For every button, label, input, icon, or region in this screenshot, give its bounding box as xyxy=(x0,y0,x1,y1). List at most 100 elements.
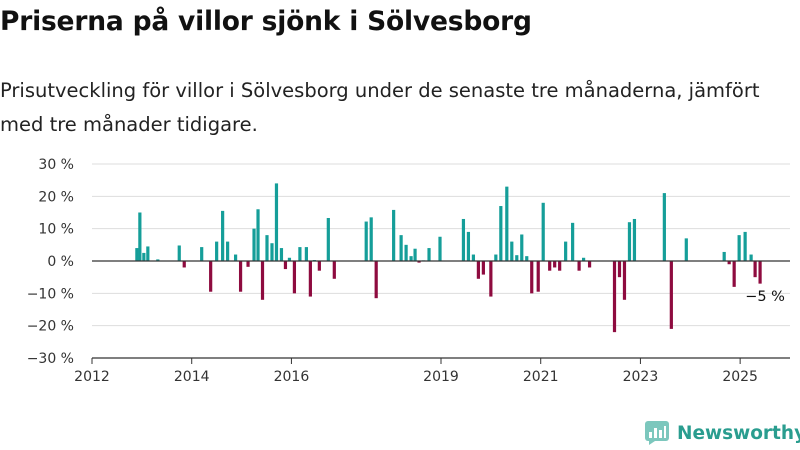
bar xyxy=(461,218,466,261)
y-tick-label: −20 % xyxy=(27,319,74,335)
bar xyxy=(481,261,485,275)
bar xyxy=(156,259,160,261)
chart-subtitle: Prisutveckling för villor i Sölvesborg u… xyxy=(0,79,760,136)
bar xyxy=(413,248,417,261)
bar xyxy=(138,212,142,261)
bar xyxy=(627,222,632,261)
brand-name: Newsworthy xyxy=(677,422,800,444)
x-tick-label: 2019 xyxy=(423,369,459,385)
bar xyxy=(221,210,225,261)
bar xyxy=(587,261,592,268)
bar xyxy=(308,261,312,297)
bar xyxy=(283,261,288,270)
x-tick-label: 2012 xyxy=(74,369,110,385)
bar xyxy=(525,256,529,261)
bar xyxy=(404,244,408,261)
bar xyxy=(494,254,498,261)
bar xyxy=(364,221,368,261)
bar xyxy=(215,241,219,261)
bar xyxy=(743,231,747,261)
bar xyxy=(617,261,622,278)
bar xyxy=(732,261,736,287)
bar xyxy=(233,254,238,261)
bar xyxy=(622,261,627,300)
bar xyxy=(274,183,279,261)
bar xyxy=(466,231,471,261)
annotation-label: −5 % xyxy=(745,289,785,305)
bar xyxy=(292,261,297,294)
y-tick-label: −30 % xyxy=(27,351,74,367)
bar xyxy=(737,235,741,261)
bar xyxy=(209,261,213,292)
bar xyxy=(489,261,493,297)
x-tick-label: 2016 xyxy=(274,369,310,385)
axes xyxy=(91,260,790,364)
bar xyxy=(146,246,150,261)
y-tick-label: 20 % xyxy=(38,189,74,205)
bar xyxy=(536,261,540,292)
bar xyxy=(505,186,509,261)
bar xyxy=(548,261,552,271)
bar xyxy=(632,218,637,261)
bar xyxy=(265,235,269,261)
x-tick-label: 2023 xyxy=(623,369,659,385)
bar xyxy=(476,261,480,279)
bar xyxy=(417,261,421,263)
bar xyxy=(260,261,265,300)
bar xyxy=(304,247,308,261)
bar xyxy=(520,234,524,261)
bar xyxy=(317,261,321,271)
bar xyxy=(727,261,731,265)
y-tick-label: −10 % xyxy=(27,286,74,302)
bar xyxy=(279,248,284,261)
bar xyxy=(758,261,762,284)
tick-labels: 30 % 20 % 10 % 0 % −10 % −20 % −30 %2012 2014 20… xyxy=(27,157,785,385)
bar xyxy=(662,193,666,261)
x-tick-label: 2025 xyxy=(722,369,758,385)
bar xyxy=(553,261,557,268)
bar xyxy=(564,241,568,261)
bar xyxy=(612,261,617,333)
bar xyxy=(684,238,688,261)
bar xyxy=(226,241,230,261)
chart-title: Priserna på villor sjönk i Sölvesborg xyxy=(0,6,532,37)
bar xyxy=(427,248,431,261)
bar xyxy=(438,236,442,261)
bar xyxy=(200,247,204,261)
bar xyxy=(577,261,581,271)
bars xyxy=(135,183,762,333)
bar xyxy=(515,255,519,261)
bar xyxy=(722,251,726,261)
bar xyxy=(558,261,562,271)
bar-chart: 30 % 20 % 10 % 0 % −10 % −20 % −30 %2012 2014 20… xyxy=(27,157,790,385)
bar xyxy=(298,247,302,261)
bar xyxy=(270,243,274,261)
bar xyxy=(332,261,336,279)
bar xyxy=(571,222,575,261)
x-tick-label: 2014 xyxy=(174,369,210,385)
bar xyxy=(142,252,146,261)
bar xyxy=(581,257,586,261)
y-tick-label: 30 % xyxy=(38,157,74,173)
bar xyxy=(326,217,330,261)
newsworthy-logo: Newsworthy xyxy=(645,420,800,446)
bar xyxy=(749,254,753,261)
bar xyxy=(256,209,260,261)
bar xyxy=(287,257,292,261)
bar xyxy=(177,245,181,261)
bar xyxy=(238,261,243,292)
bar xyxy=(182,261,186,268)
bar xyxy=(252,228,256,261)
bar xyxy=(369,217,373,261)
bar xyxy=(499,206,503,261)
bar xyxy=(541,202,545,261)
bar xyxy=(392,209,396,261)
bar xyxy=(135,248,139,261)
bar xyxy=(246,261,250,267)
bar xyxy=(374,261,378,299)
newsworthy-logo-icon xyxy=(645,421,669,445)
bar xyxy=(471,254,476,261)
bar xyxy=(399,235,403,261)
bar xyxy=(510,241,514,261)
y-tick-label: 0 % xyxy=(47,254,74,270)
